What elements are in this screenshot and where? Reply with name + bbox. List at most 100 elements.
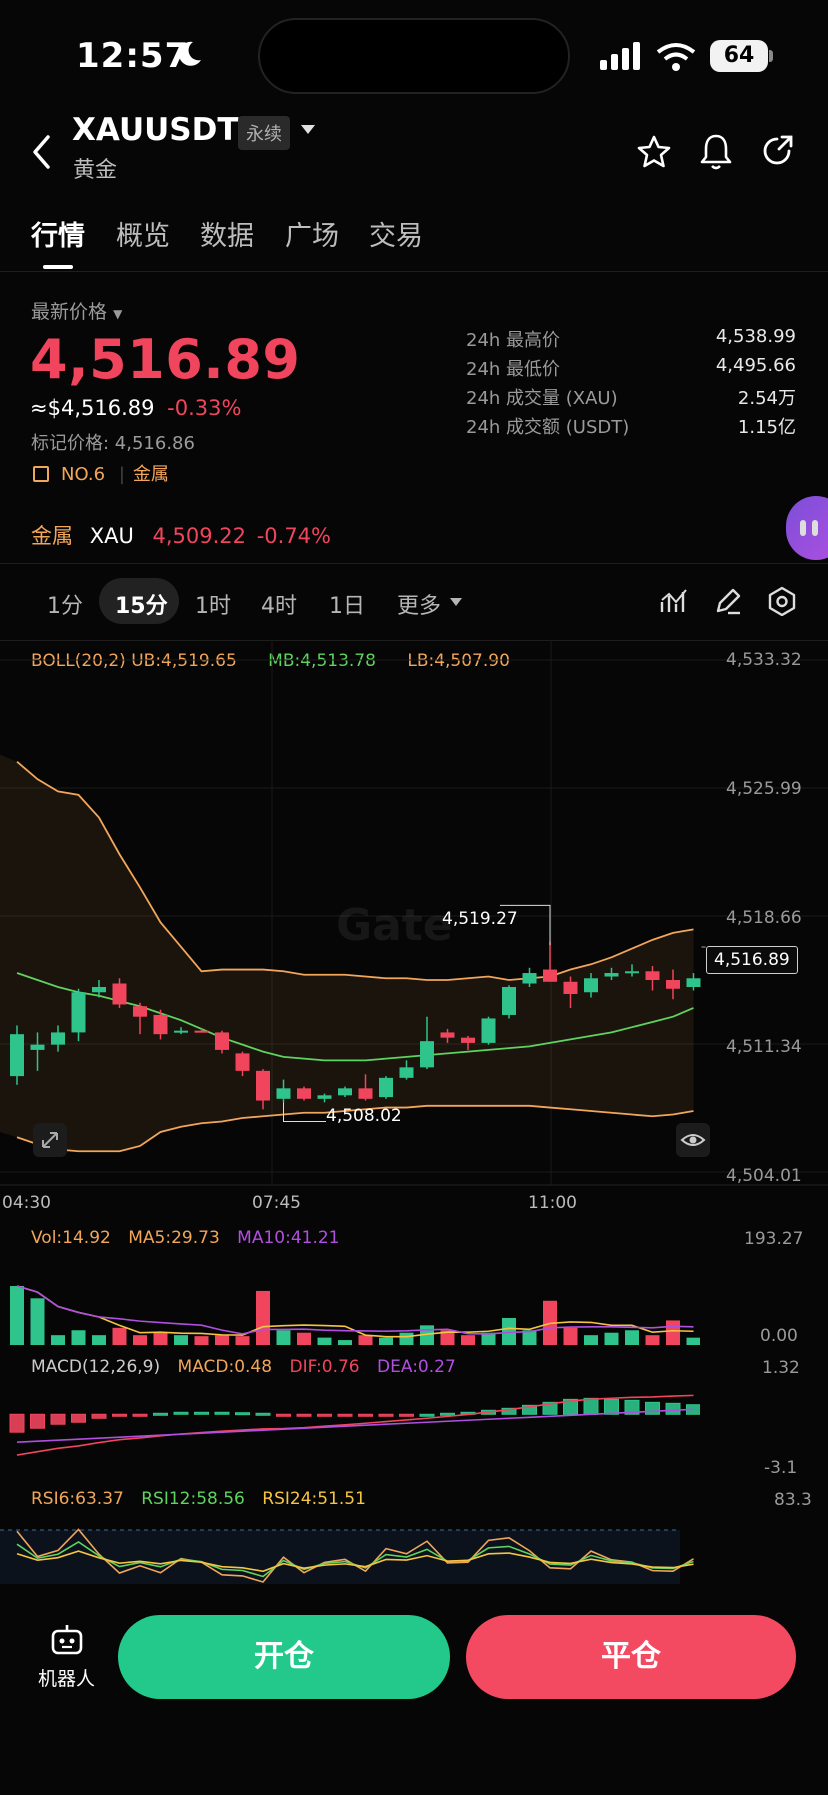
boll-band-fill xyxy=(0,754,694,1152)
candle xyxy=(502,987,516,1015)
share-icon[interactable] xyxy=(760,134,794,168)
dropdown-caret-icon[interactable] xyxy=(300,124,316,136)
macd-bar xyxy=(542,1401,558,1415)
open-position-button[interactable]: 开仓 xyxy=(118,1615,450,1699)
candle xyxy=(317,1095,332,1099)
candle xyxy=(379,1077,393,1098)
macd-bar xyxy=(50,1413,66,1425)
volume-bar xyxy=(194,1336,209,1345)
last-price-label[interactable]: 最新价格 ▼ xyxy=(31,297,122,324)
macd-bar xyxy=(358,1413,373,1417)
back-arrow-icon[interactable] xyxy=(30,134,54,170)
macd-bar xyxy=(317,1413,332,1417)
interval-1d[interactable]: 1日 xyxy=(329,594,365,619)
close-position-button[interactable]: 平仓 xyxy=(466,1615,796,1699)
macd-axis-min: -3.1 xyxy=(764,1458,798,1478)
tab-overview[interactable]: 概览 xyxy=(116,221,170,252)
candle xyxy=(563,981,578,994)
stat-high-value: 4,538.99 xyxy=(715,326,796,347)
battery-nub xyxy=(769,50,773,62)
caret-down-icon: ▼ xyxy=(113,307,123,321)
macd-bar xyxy=(173,1411,189,1415)
bell-icon[interactable] xyxy=(699,132,733,170)
rsi-chart xyxy=(0,1528,694,1584)
volume-bar xyxy=(584,1335,598,1345)
tab-data[interactable]: 数据 xyxy=(200,221,254,252)
active-interval-pill xyxy=(99,578,179,624)
floating-assistant-button[interactable] xyxy=(786,496,828,560)
price-axis-label: 4,504.01 xyxy=(726,1166,802,1186)
rank-tag[interactable]: NO.6 xyxy=(61,464,106,485)
indicator-icon[interactable] xyxy=(660,588,688,614)
candle xyxy=(461,1037,475,1043)
candle xyxy=(338,1088,352,1096)
wifi-icon xyxy=(656,43,696,71)
vol-value: Vol:14.92 xyxy=(31,1228,111,1248)
macd-bar xyxy=(9,1413,25,1433)
current-price-tag: 4,516.89 xyxy=(706,946,798,974)
interval-1m[interactable]: 1分 xyxy=(47,594,83,619)
volume-bar xyxy=(30,1298,45,1345)
boll-upper-line xyxy=(16,760,694,981)
usd-equivalent: ≈$4,516.89 xyxy=(30,396,155,420)
candlestick-chart[interactable] xyxy=(0,640,828,1220)
robot-icon[interactable] xyxy=(50,1624,84,1656)
symbol-title[interactable]: XAUUSDT xyxy=(72,112,239,148)
visibility-eye-icon[interactable] xyxy=(676,1123,710,1157)
interval-more[interactable]: 更多 xyxy=(397,594,442,619)
fullscreen-expand-icon[interactable] xyxy=(33,1123,67,1157)
macd-dif: DIF:0.76 xyxy=(289,1357,360,1377)
tab-market[interactable]: 行情 xyxy=(31,221,85,252)
interval-1h[interactable]: 1时 xyxy=(195,594,231,619)
macd-bar xyxy=(645,1401,660,1415)
rsi24: RSI24:51.51 xyxy=(262,1489,366,1509)
mark-price: 标记价格: 4,516.86 xyxy=(31,433,195,454)
volume-bar xyxy=(317,1337,332,1345)
rsi-legend: RSI6:63.37 RSI12:58.56 RSI24:51.51 xyxy=(31,1489,366,1509)
high-marker-line xyxy=(500,904,551,946)
watermark: Gate xyxy=(336,900,453,951)
boll-ub: UB:4,519.65 xyxy=(131,651,237,671)
candle xyxy=(358,1088,373,1099)
volume-bar xyxy=(399,1332,414,1345)
candle xyxy=(10,1034,24,1077)
candle xyxy=(686,978,701,988)
macd-bar xyxy=(255,1412,271,1416)
candle xyxy=(174,1030,188,1033)
macd-bar xyxy=(235,1412,250,1416)
assistant-icon-bar xyxy=(812,520,818,536)
candle xyxy=(194,1030,209,1033)
volume-bar xyxy=(625,1330,639,1345)
rsi-zone xyxy=(0,1530,680,1584)
volume-bar xyxy=(71,1330,86,1345)
volume-bar xyxy=(522,1330,537,1345)
candle xyxy=(645,971,660,981)
interval-15m[interactable]: 15分 xyxy=(115,594,168,619)
draw-pencil-icon[interactable] xyxy=(714,587,742,615)
status-time: 12:57 xyxy=(76,36,190,76)
macd-bar xyxy=(440,1412,455,1416)
candle xyxy=(71,992,86,1033)
volume-bar xyxy=(10,1286,24,1345)
robot-label[interactable]: 机器人 xyxy=(38,1668,96,1690)
related-market-row[interactable]: 金属 XAU 4,509.22 -0.74% xyxy=(31,520,331,550)
last-price-label-text: 最新价格 xyxy=(31,301,108,323)
tab-square[interactable]: 广场 xyxy=(285,221,339,252)
macd-dea-line xyxy=(16,1408,694,1443)
volume-bar xyxy=(235,1336,250,1345)
high-marker-label: 4,519.27 xyxy=(442,909,518,929)
candle xyxy=(51,1032,65,1045)
candle xyxy=(235,1053,250,1071)
vol-ma10: MA10:41.21 xyxy=(237,1228,340,1248)
tab-trade[interactable]: 交易 xyxy=(369,221,423,252)
macd-bar xyxy=(91,1413,107,1419)
interval-4h[interactable]: 4时 xyxy=(261,594,297,619)
rsi24-line xyxy=(16,1550,694,1573)
macd-bar xyxy=(624,1399,640,1415)
volume-bar xyxy=(338,1340,352,1345)
settings-hexagon-icon[interactable] xyxy=(767,586,797,616)
category-tag[interactable]: 金属 xyxy=(132,464,169,485)
favorite-star-icon[interactable] xyxy=(636,134,672,170)
macd-bar xyxy=(419,1413,435,1417)
signal-icon xyxy=(600,42,640,70)
